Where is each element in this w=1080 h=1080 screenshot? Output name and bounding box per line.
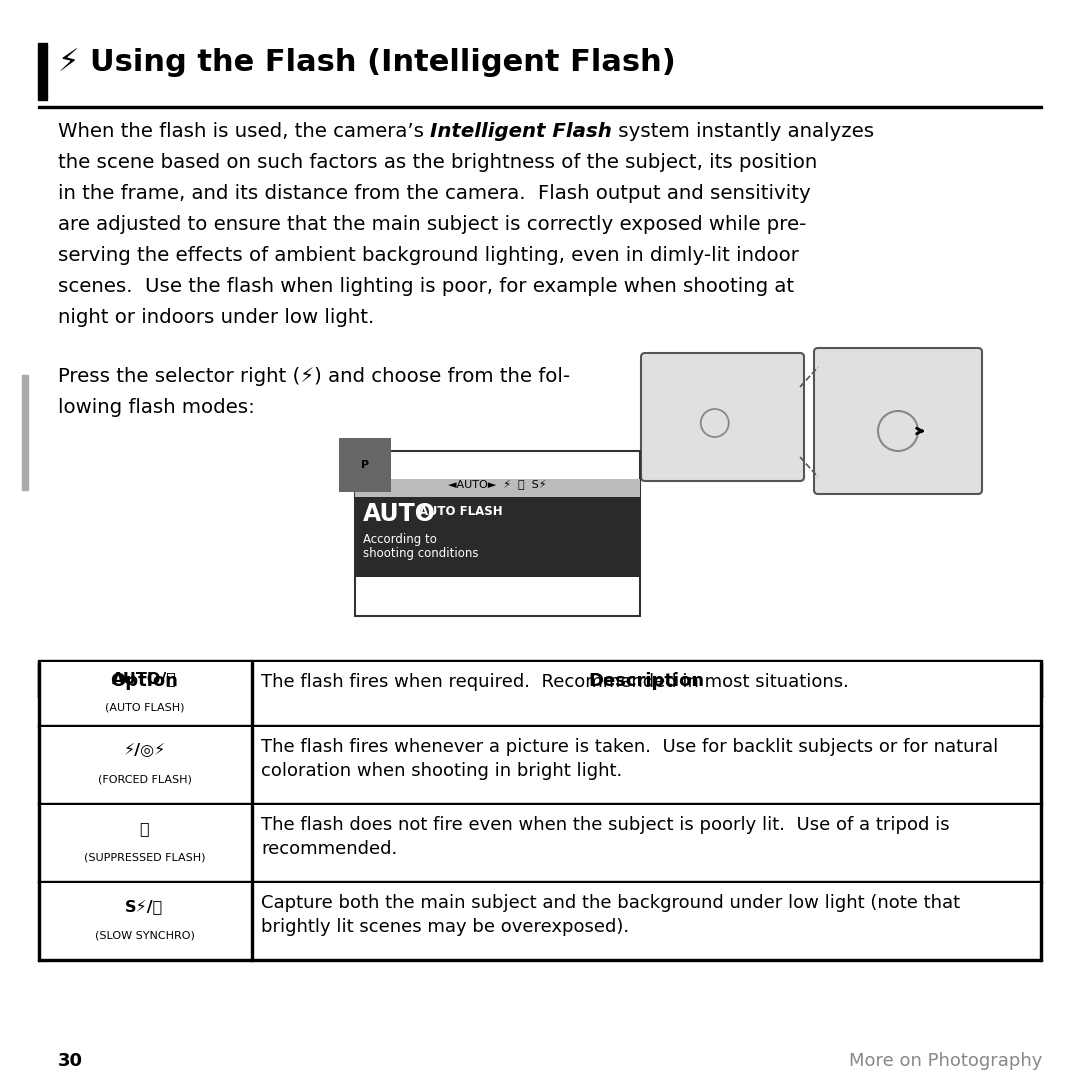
Bar xyxy=(38,959,1042,961)
Text: S⚡/Ⓠ: S⚡/Ⓠ xyxy=(125,899,164,914)
Text: More on Photography: More on Photography xyxy=(849,1052,1042,1070)
Text: Option: Option xyxy=(110,672,178,689)
FancyBboxPatch shape xyxy=(642,353,804,481)
Bar xyxy=(38,662,1042,697)
Bar xyxy=(38,883,1042,961)
Text: ⚡/◎⚡: ⚡/◎⚡ xyxy=(123,743,165,758)
Text: scenes.  Use the flash when lighting is poor, for example when shooting at: scenes. Use the flash when lighting is p… xyxy=(58,276,794,296)
Bar xyxy=(38,804,1042,805)
Bar xyxy=(38,696,1042,697)
Bar xyxy=(38,805,40,883)
Bar xyxy=(1040,805,1042,883)
Text: 30: 30 xyxy=(58,1052,83,1070)
Text: serving the effects of ambient background lighting, even in dimly-lit indoor: serving the effects of ambient backgroun… xyxy=(58,246,799,265)
Text: Description: Description xyxy=(589,672,704,689)
Text: P: P xyxy=(361,460,369,470)
Bar xyxy=(38,662,1042,727)
Text: AUTO/Ⓠ: AUTO/Ⓠ xyxy=(112,672,177,687)
FancyBboxPatch shape xyxy=(814,348,982,494)
Text: the scene based on such factors as the brightness of the subject, its position: the scene based on such factors as the b… xyxy=(58,153,818,172)
Bar xyxy=(355,451,640,616)
Text: (FORCED FLASH): (FORCED FLASH) xyxy=(97,774,191,784)
Text: AUTO: AUTO xyxy=(363,502,436,526)
Text: ◄AUTO►  ⚡  ⓦ  S⚡: ◄AUTO► ⚡ ⓦ S⚡ xyxy=(448,480,546,490)
Text: Capture both the main subject and the background under low light (note that
brig: Capture both the main subject and the ba… xyxy=(261,894,960,936)
Text: The flash fires when required.  Recommended in most situations.: The flash fires when required. Recommend… xyxy=(261,673,849,691)
Bar xyxy=(1040,883,1042,961)
Bar xyxy=(38,727,1042,805)
Bar xyxy=(251,662,253,697)
Bar xyxy=(1040,662,1042,727)
Bar xyxy=(355,497,640,577)
Text: system instantly analyzes: system instantly analyzes xyxy=(612,122,874,141)
Bar xyxy=(22,375,28,490)
Text: shooting conditions: shooting conditions xyxy=(363,546,478,561)
Bar xyxy=(38,662,40,697)
Text: lowing flash modes:: lowing flash modes: xyxy=(58,399,255,417)
Text: According to: According to xyxy=(363,534,437,546)
Bar xyxy=(1040,727,1042,805)
Text: AUTO FLASH: AUTO FLASH xyxy=(419,505,502,518)
Text: in the frame, and its distance from the camera.  Flash output and sensitivity: in the frame, and its distance from the … xyxy=(58,184,811,203)
Bar xyxy=(38,725,1042,727)
Bar xyxy=(251,662,253,727)
Text: Press the selector right (⚡) and choose from the fol-: Press the selector right (⚡) and choose … xyxy=(58,367,570,386)
Text: (SLOW SYNCHRO): (SLOW SYNCHRO) xyxy=(95,930,194,940)
Text: The flash fires whenever a picture is taken.  Use for backlit subjects or for na: The flash fires whenever a picture is ta… xyxy=(261,738,998,780)
Text: (AUTO FLASH): (AUTO FLASH) xyxy=(105,702,185,713)
Bar xyxy=(38,881,1042,883)
Text: are adjusted to ensure that the main subject is correctly exposed while pre-: are adjusted to ensure that the main sub… xyxy=(58,215,807,234)
Bar xyxy=(38,662,40,727)
Bar xyxy=(251,883,253,961)
Bar xyxy=(355,480,640,497)
Text: night or indoors under low light.: night or indoors under low light. xyxy=(58,308,375,327)
Bar xyxy=(38,805,1042,883)
Bar xyxy=(38,727,40,805)
Bar xyxy=(1040,662,1042,697)
Text: ⓦ: ⓦ xyxy=(139,821,149,836)
Bar xyxy=(251,805,253,883)
Text: Intelligent Flash: Intelligent Flash xyxy=(430,122,612,141)
Bar xyxy=(251,727,253,805)
Bar xyxy=(38,883,40,961)
Bar xyxy=(38,660,1042,662)
Text: ⚡ Using the Flash (Intelligent Flash): ⚡ Using the Flash (Intelligent Flash) xyxy=(58,48,676,77)
Bar xyxy=(38,43,48,100)
Text: The flash does not fire even when the subject is poorly lit.  Use of a tripod is: The flash does not fire even when the su… xyxy=(261,816,949,859)
Bar xyxy=(38,106,1042,108)
Text: When the flash is used, the camera’s: When the flash is used, the camera’s xyxy=(58,122,430,141)
Text: (SUPPRESSED FLASH): (SUPPRESSED FLASH) xyxy=(84,852,205,862)
